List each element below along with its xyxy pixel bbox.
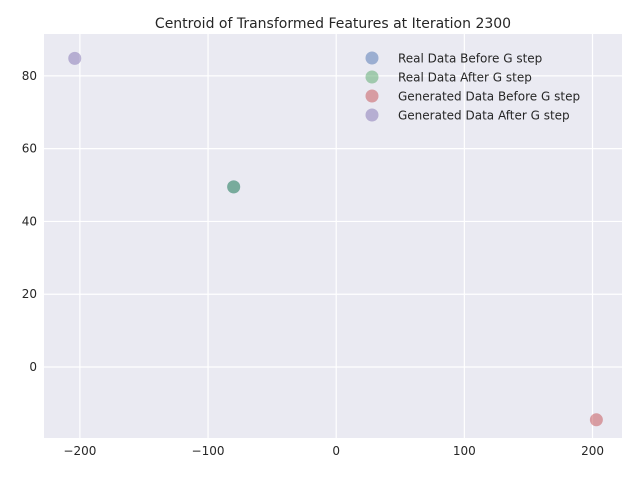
y-tick-label: 0 <box>29 360 37 374</box>
grid-lines <box>44 34 622 438</box>
legend-marker-3 <box>365 108 379 122</box>
legend: Real Data Before G step Real Data After G… <box>365 51 580 123</box>
series-3-point <box>68 51 82 65</box>
plot-area <box>44 34 622 438</box>
x-tick-label: 100 <box>453 444 476 458</box>
y-tick-label: 80 <box>22 69 37 83</box>
y-tick-label: 60 <box>22 142 37 156</box>
legend-label-2: Generated Data Before G step <box>398 90 580 104</box>
legend-marker-0 <box>365 51 379 65</box>
y-tick-label: 40 <box>22 214 37 228</box>
legend-label-0: Real Data Before G step <box>398 52 542 66</box>
y-tick-labels: 0 20 40 60 80 <box>22 69 37 374</box>
x-tick-labels: −200 −100 0 100 200 <box>63 444 604 458</box>
x-tick-label: −100 <box>192 444 225 458</box>
legend-label-3: Generated Data After G step <box>398 109 570 123</box>
y-tick-label: 20 <box>22 287 37 301</box>
legend-marker-1 <box>365 70 379 84</box>
series-1-point <box>227 180 241 194</box>
x-tick-label: 200 <box>581 444 604 458</box>
x-tick-label: −200 <box>63 444 96 458</box>
data-points <box>68 51 603 427</box>
legend-label-1: Real Data After G step <box>398 71 532 85</box>
series-2-point <box>589 413 603 427</box>
x-tick-label: 0 <box>332 444 340 458</box>
chart-title: Centroid of Transformed Features at Iter… <box>155 16 511 32</box>
legend-marker-2 <box>365 89 379 103</box>
